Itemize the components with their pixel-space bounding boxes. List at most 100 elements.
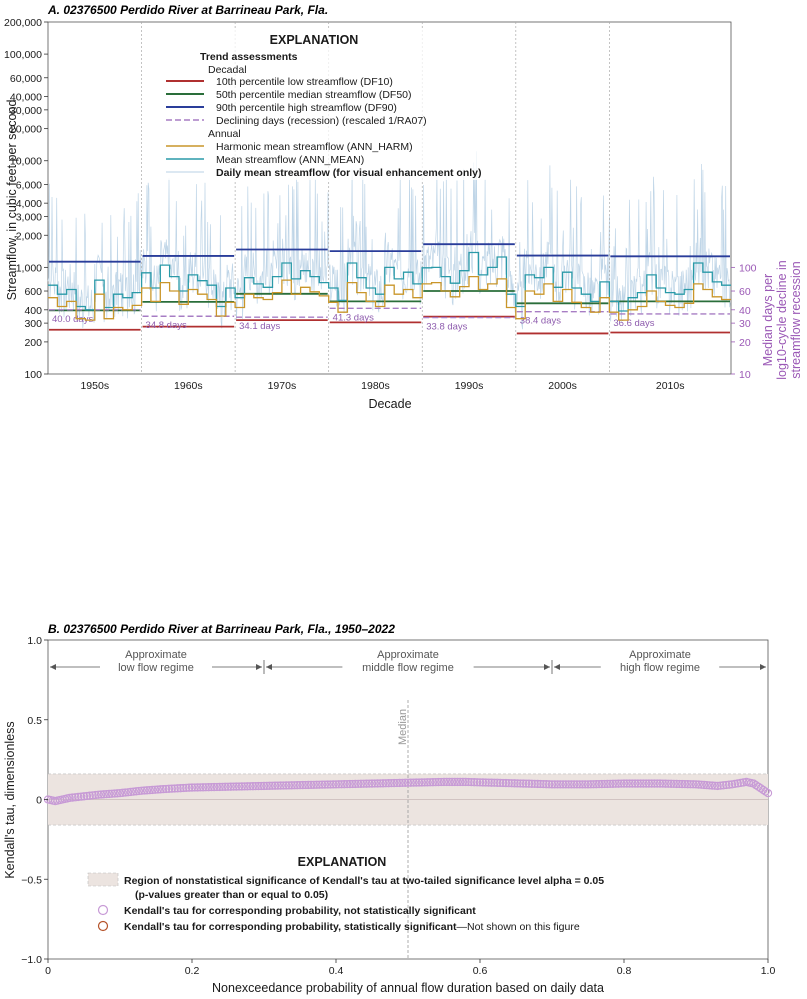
right-tick-label: 60 [739, 286, 751, 298]
kendall-tau-point [246, 782, 255, 791]
kendall-tau-point [653, 779, 662, 788]
panel-b-legend: EXPLANATION Region of nonstatistical sig… [87, 855, 604, 933]
kendall-tau-point [207, 782, 216, 792]
kendall-tau-point [409, 778, 418, 787]
kendall-tau-point [431, 777, 440, 787]
regime-arrowhead-right [256, 664, 262, 670]
kendall-tau-point [754, 782, 763, 791]
kendall-tau-point [68, 793, 77, 802]
kendall-tau-point [739, 778, 748, 787]
legend-significant-marker [97, 920, 109, 932]
y-tick-label: 6,000 [16, 179, 42, 191]
kendall-tau-point [94, 790, 103, 799]
kendall-tau-point [724, 780, 734, 789]
legend-group-title: Trend assessments [200, 51, 298, 63]
kendall-tau-point [542, 780, 551, 789]
kendall-tau-point [736, 778, 745, 788]
kendall-tau-point [156, 785, 165, 794]
kendall-tau-point [118, 788, 127, 797]
kendall-tau-point [137, 786, 146, 795]
kendall-tau-point [110, 789, 119, 798]
kendall-tau-point [53, 796, 62, 805]
kendall-tau-point [234, 782, 244, 791]
kendall-tau-point [46, 795, 55, 805]
legend-label-df90: 90th percentile high streamflow (DF90) [216, 102, 397, 114]
legend-band-swatch [87, 872, 119, 887]
kendall-tau-point [447, 777, 457, 787]
kendall-tau-point [461, 777, 470, 787]
kendall-tau-point [650, 779, 659, 788]
kendall-tau-point [301, 780, 310, 790]
recession-days-label: 41.3 days [333, 312, 374, 323]
panel-a-letter: A. [47, 3, 60, 17]
kendall-tau-point [212, 782, 222, 792]
kendall-tau-point [337, 780, 346, 789]
kendall-tau-point [153, 785, 162, 794]
legend-band-label-2: (p-values greater than or equal to 0.05) [135, 889, 328, 901]
kendall-tau-point [661, 779, 670, 788]
kendall-tau-point [262, 781, 271, 791]
kendall-tau-point [115, 788, 125, 798]
kendall-tau-point [248, 782, 258, 791]
panel-a-y-axis-label: Streamflow, in cubic feet per second [5, 100, 19, 301]
kendall-tau-point [378, 779, 388, 788]
kendall-tau-point [99, 790, 108, 799]
legend-decadal-label: Decadal [208, 64, 247, 76]
kendall-tau-point [420, 778, 429, 787]
kendall-tau-point [472, 778, 482, 787]
kendall-tau-point [345, 779, 354, 789]
kendall-tau-point [575, 780, 584, 789]
kendall-tau-point [597, 779, 606, 789]
kendall-tau-point [481, 778, 490, 787]
kendall-tau-point [544, 780, 554, 789]
kendall-tau-point [539, 779, 548, 789]
kendall-tau-point [257, 781, 266, 791]
kendall-tau-point [384, 779, 393, 788]
legend-annual-label: Annual [208, 128, 241, 140]
kendall-tau-point [145, 785, 154, 795]
kendall-tau-point [716, 781, 725, 790]
x-tick-label: 0.6 [473, 965, 488, 977]
y-tick-label: 20,000 [10, 124, 42, 136]
regime-arrowhead-right [760, 664, 766, 670]
kendall-tau-point [450, 777, 459, 787]
kendall-tau-point [270, 781, 280, 790]
kendall-tau-point [678, 779, 687, 789]
recession-days-label: 33.8 days [426, 322, 467, 333]
kendall-tau-point [251, 781, 260, 791]
kendall-tau-point [697, 780, 706, 789]
kendall-tau-point [88, 791, 97, 800]
kendall-tau-point [686, 780, 695, 789]
panel-a-title: A. 02376500 Perdido River at Barrineau P… [47, 3, 328, 17]
kendall-tau-point [722, 780, 731, 790]
kendall-tau-point [414, 778, 424, 787]
kendall-tau-point [536, 779, 545, 789]
kendall-tau-point [140, 786, 149, 795]
nonsignificance-region [48, 773, 768, 826]
y-tick-label: 1.0 [27, 635, 42, 647]
kendall-tau-point [60, 794, 69, 804]
kendall-tau-point [184, 783, 194, 792]
y-tick-label: 100 [24, 369, 42, 381]
kendall-tau-point [91, 790, 100, 800]
kendall-tau-point [306, 780, 316, 790]
y-tick-label: 3,000 [16, 211, 42, 223]
kendall-tau-point [516, 779, 525, 788]
kendall-tau-point [159, 784, 168, 794]
kendall-tau-point [642, 779, 651, 788]
kendall-tau-point [102, 789, 111, 799]
x-tick-label: 0 [45, 965, 51, 977]
kendall-tau-point [561, 780, 570, 789]
kendall-tau-point [85, 791, 94, 800]
kendall-tau-point [426, 778, 435, 787]
kendall-tau-point [710, 781, 720, 790]
kendall-tau-point [490, 778, 499, 787]
right-tick-label: 20 [739, 337, 751, 349]
annual-mean-streamflow-line [48, 251, 731, 312]
legend-label-df50: 50th percentile median streamflow (DF50) [216, 89, 412, 101]
kendall-tau-point [74, 792, 83, 802]
kendall-tau-point [215, 782, 224, 792]
kendall-tau-point [323, 780, 332, 789]
kendall-tau-point [439, 777, 449, 787]
kendall-tau-point [647, 779, 656, 788]
